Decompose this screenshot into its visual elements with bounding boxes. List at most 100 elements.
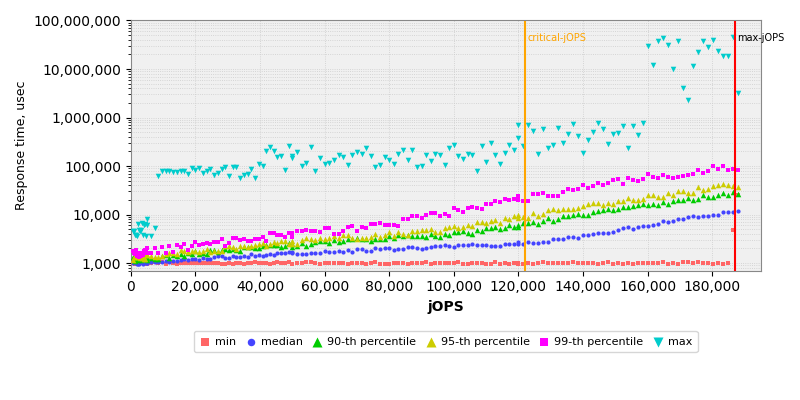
median xyxy=(323,249,336,255)
max xyxy=(632,132,645,138)
95-th percentile xyxy=(166,250,179,256)
90-th percentile xyxy=(692,196,705,203)
median xyxy=(193,257,206,263)
95-th percentile xyxy=(134,252,147,258)
median xyxy=(503,241,516,248)
90-th percentile xyxy=(327,237,340,244)
90-th percentile xyxy=(127,257,140,263)
min xyxy=(512,260,525,267)
max xyxy=(264,144,277,151)
95-th percentile xyxy=(278,238,291,244)
max xyxy=(438,162,451,168)
median xyxy=(498,240,511,247)
min xyxy=(350,260,363,266)
90-th percentile xyxy=(434,234,446,240)
99-th percentile xyxy=(498,196,511,202)
min xyxy=(475,260,488,267)
90-th percentile xyxy=(672,197,685,203)
median xyxy=(318,248,331,254)
90-th percentile xyxy=(178,252,190,259)
95-th percentile xyxy=(462,221,474,228)
99-th percentile xyxy=(682,172,694,178)
median xyxy=(466,241,478,248)
90-th percentile xyxy=(686,197,699,203)
max xyxy=(587,129,600,135)
90-th percentile xyxy=(632,202,645,208)
90-th percentile xyxy=(572,211,585,218)
max xyxy=(592,120,605,126)
90-th percentile xyxy=(402,232,414,238)
median xyxy=(260,252,273,258)
95-th percentile xyxy=(686,190,699,196)
95-th percentile xyxy=(617,197,630,204)
median xyxy=(360,248,373,254)
90-th percentile xyxy=(305,241,318,248)
95-th percentile xyxy=(215,248,228,254)
min xyxy=(141,260,154,267)
median xyxy=(374,245,386,252)
max xyxy=(256,163,269,169)
median xyxy=(443,243,456,250)
median xyxy=(134,258,146,265)
min xyxy=(245,260,258,267)
median xyxy=(130,260,143,267)
median xyxy=(637,223,650,229)
95-th percentile xyxy=(592,200,605,206)
min xyxy=(722,259,734,266)
99-th percentile xyxy=(722,166,734,173)
95-th percentile xyxy=(360,235,373,241)
max xyxy=(131,221,144,228)
99-th percentile xyxy=(378,222,391,228)
95-th percentile xyxy=(219,243,232,249)
99-th percentile xyxy=(677,173,690,179)
median xyxy=(666,218,679,224)
max xyxy=(163,168,176,174)
median xyxy=(159,257,172,264)
min xyxy=(383,261,396,267)
median xyxy=(484,243,497,249)
99-th percentile xyxy=(159,250,172,257)
max xyxy=(178,168,190,174)
90-th percentile xyxy=(484,224,497,231)
95-th percentile xyxy=(230,246,243,252)
min xyxy=(342,260,354,267)
99-th percentile xyxy=(475,206,488,212)
median xyxy=(127,258,140,265)
median xyxy=(434,243,446,249)
99-th percentile xyxy=(323,225,336,232)
median xyxy=(350,246,363,252)
90-th percentile xyxy=(592,208,605,214)
max xyxy=(230,164,243,170)
max xyxy=(140,233,153,239)
median xyxy=(290,251,303,258)
90-th percentile xyxy=(155,253,168,259)
90-th percentile xyxy=(602,206,614,212)
90-th percentile xyxy=(337,238,350,244)
99-th percentile xyxy=(597,182,610,188)
90-th percentile xyxy=(494,226,506,232)
median xyxy=(415,246,428,252)
min xyxy=(470,260,483,266)
min xyxy=(503,260,516,267)
median xyxy=(537,239,550,246)
99-th percentile xyxy=(532,191,545,198)
max xyxy=(208,172,221,178)
90-th percentile xyxy=(597,206,610,213)
99-th percentile xyxy=(170,242,183,248)
90-th percentile xyxy=(253,245,266,251)
median xyxy=(264,251,277,258)
90-th percentile xyxy=(234,247,246,254)
95-th percentile xyxy=(542,207,554,213)
median xyxy=(245,251,258,258)
max xyxy=(512,122,525,129)
95-th percentile xyxy=(350,235,363,242)
max xyxy=(260,148,273,154)
median xyxy=(138,258,150,264)
median xyxy=(305,250,318,256)
95-th percentile xyxy=(722,182,734,188)
99-th percentile xyxy=(178,240,190,247)
max xyxy=(170,169,183,175)
99-th percentile xyxy=(208,239,221,246)
min xyxy=(144,260,157,266)
90-th percentile xyxy=(512,222,525,228)
